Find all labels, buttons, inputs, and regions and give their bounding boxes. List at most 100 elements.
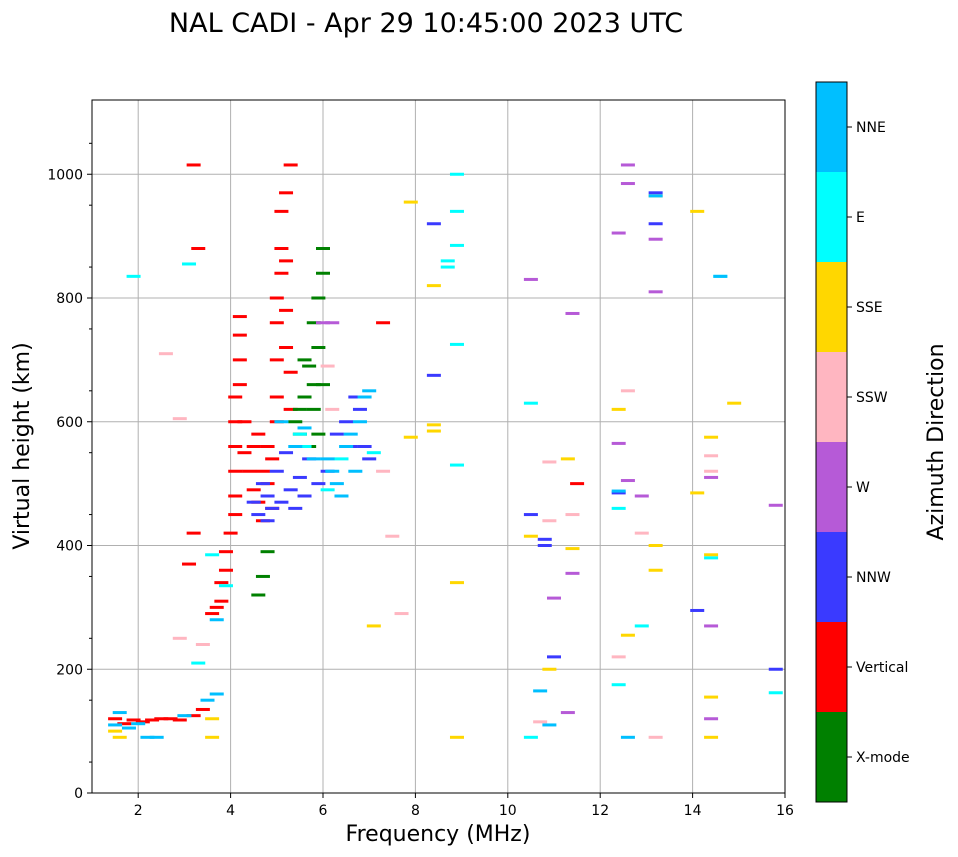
data-point-x-mode <box>288 420 303 424</box>
data-point-sse <box>523 534 538 538</box>
data-points <box>108 163 783 739</box>
data-point-ssw <box>704 469 719 473</box>
data-point-e <box>634 624 649 628</box>
colorbar-frame <box>815 81 848 803</box>
y-tick-label: 600 <box>56 415 83 431</box>
data-point-vertical <box>260 445 275 448</box>
data-point-nne <box>533 689 548 693</box>
data-point-nne <box>200 698 215 702</box>
data-point-x-mode <box>302 364 317 368</box>
data-point-nne <box>320 457 335 461</box>
data-point-sse <box>690 491 705 495</box>
data-point-vertical <box>246 488 261 492</box>
data-point-nnw <box>537 544 552 547</box>
data-point-e <box>449 243 464 247</box>
data-point-nnw <box>251 513 266 517</box>
y-tick-label: 400 <box>56 539 83 555</box>
data-point-nne <box>112 711 127 715</box>
data-point-e <box>126 274 141 278</box>
data-point-ssw <box>542 460 557 464</box>
data-point-w <box>704 624 719 628</box>
data-point-x-mode <box>311 346 326 349</box>
data-point-vertical <box>186 531 201 535</box>
data-point-e <box>611 506 626 510</box>
data-point-sse <box>690 209 705 213</box>
data-point-nne <box>297 426 312 430</box>
data-point-sse <box>704 735 719 739</box>
data-point-nne <box>343 432 358 436</box>
data-point-nne <box>306 457 321 461</box>
data-point-sse <box>366 624 381 628</box>
colorbar-segment <box>816 82 847 172</box>
data-point-sse <box>449 735 464 739</box>
data-point-sse <box>648 544 663 547</box>
data-point-sse <box>620 633 635 637</box>
data-point-ssw <box>320 364 335 368</box>
data-point-vertical <box>135 720 150 724</box>
y-axis-label: Virtual height (km) <box>10 342 35 549</box>
data-point-x-mode <box>316 247 330 250</box>
chart-title: NAL CADI - Apr 29 10:45:00 2023 UTC <box>169 8 683 39</box>
data-point-x-mode <box>297 395 312 399</box>
data-point-vertical <box>205 612 220 616</box>
y-tick-label: 1000 <box>47 167 83 183</box>
data-point-sse <box>565 547 580 551</box>
data-point-x-mode <box>311 432 326 436</box>
colorbar-segment <box>816 172 847 262</box>
data-point-vertical <box>376 321 391 325</box>
data-point-nnw <box>537 537 552 541</box>
data-point-nnw <box>265 506 280 510</box>
data-point-vertical <box>232 333 247 337</box>
colorbar-tick-label: SSE <box>856 300 883 316</box>
data-point-vertical <box>570 482 585 486</box>
data-point-vertical <box>242 469 257 473</box>
data-point-sse <box>560 457 575 461</box>
data-point-ssw <box>195 643 210 646</box>
data-point-nnw <box>348 395 363 399</box>
data-point-x-mode <box>255 574 270 578</box>
data-point-w <box>565 311 580 315</box>
data-point-vertical <box>228 395 243 399</box>
colorbar-segment <box>816 352 847 442</box>
data-point-vertical <box>145 718 160 722</box>
data-point-nnw <box>352 407 367 411</box>
data-point-vertical <box>228 513 243 517</box>
colorbar-tick-label: Vertical <box>856 660 908 676</box>
data-point-w <box>316 321 330 325</box>
data-point-w <box>611 231 626 235</box>
data-point-x-mode <box>306 407 321 411</box>
data-point-vertical <box>228 420 243 424</box>
data-point-vertical <box>283 163 298 167</box>
y-axis-ticks: 0 200 400 600 800 1000 <box>47 142 92 802</box>
data-point-nnw <box>339 420 354 424</box>
x-tick-label: 16 <box>776 803 794 819</box>
data-point-e <box>366 451 381 455</box>
data-point-sse <box>205 735 220 739</box>
data-point-vertical <box>269 296 284 300</box>
data-point-e <box>449 342 464 346</box>
data-point-vertical <box>269 321 284 325</box>
data-point-nne <box>362 389 377 393</box>
data-point-nnw <box>362 457 377 461</box>
colorbar-segment <box>816 262 847 352</box>
data-point-vertical <box>237 420 252 424</box>
data-point-nnw <box>329 432 344 436</box>
data-point-vertical <box>274 247 289 250</box>
data-point-nne <box>620 735 635 739</box>
x-tick-label: 10 <box>499 803 517 819</box>
data-point-w <box>620 479 635 483</box>
data-point-nne <box>334 494 349 498</box>
data-point-vertical <box>255 469 270 473</box>
data-point-ssw <box>533 720 548 724</box>
data-point-ssw <box>634 531 649 535</box>
data-point-w <box>560 711 575 715</box>
x-tick-label: 12 <box>591 803 609 819</box>
data-point-nne <box>713 274 728 278</box>
colorbar: X-mode Vertical NNW W SSW SSE E NNE <box>815 81 910 803</box>
data-point-nnw <box>523 513 538 517</box>
data-point-vertical <box>209 605 224 609</box>
data-point-x-mode <box>292 407 307 411</box>
data-point-w <box>704 717 719 721</box>
data-point-vertical <box>172 718 187 722</box>
x-tick-label: 14 <box>684 803 702 819</box>
